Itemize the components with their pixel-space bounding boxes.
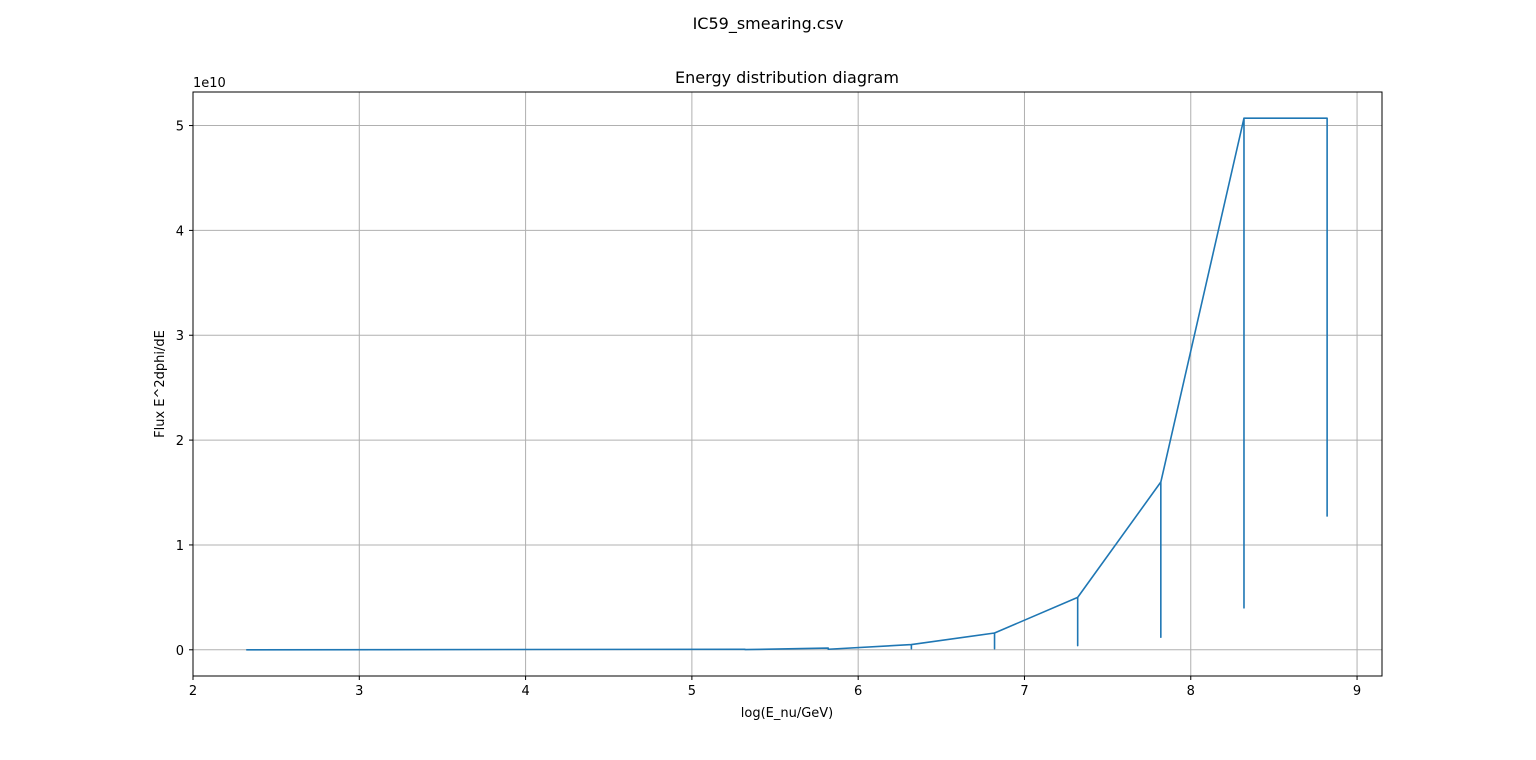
x-tick-label: 3 xyxy=(355,684,363,699)
x-tick-label: 5 xyxy=(688,684,696,699)
x-tick-label: 4 xyxy=(521,684,529,699)
x-tick-label: 9 xyxy=(1353,684,1361,699)
x-tick-label: 2 xyxy=(189,684,197,699)
chart-title: Energy distribution diagram xyxy=(675,68,899,87)
y-tick-label: 2 xyxy=(176,434,184,449)
y-axis-label: Flux E^2dphi/dE xyxy=(153,330,168,438)
figure-suptitle: IC59_smearing.csv xyxy=(693,14,844,34)
y-axis-ticks: 0 1 2 3 4 5 xyxy=(176,120,193,659)
axes-frame xyxy=(192,91,1383,677)
y-tick-label: 5 xyxy=(176,120,184,135)
y-tick-label: 1 xyxy=(176,539,184,554)
y-offset-label: 1e10 xyxy=(193,76,226,91)
x-axis-ticks: 2 3 4 5 6 7 8 9 xyxy=(189,676,1361,699)
plot-area: 2 3 4 5 6 7 8 9 0 1 2 3 4 5 xyxy=(176,91,1383,699)
y-tick-label: 3 xyxy=(176,329,184,344)
x-axis-label: log(E_nu/GeV) xyxy=(741,706,834,721)
axes-background xyxy=(193,92,1382,676)
x-tick-label: 8 xyxy=(1187,684,1195,699)
x-tick-label: 6 xyxy=(854,684,862,699)
series-line xyxy=(246,117,1328,651)
y-tick-label: 4 xyxy=(176,224,184,239)
x-tick-label: 7 xyxy=(1020,684,1028,699)
y-tick-label: 0 xyxy=(176,644,184,659)
